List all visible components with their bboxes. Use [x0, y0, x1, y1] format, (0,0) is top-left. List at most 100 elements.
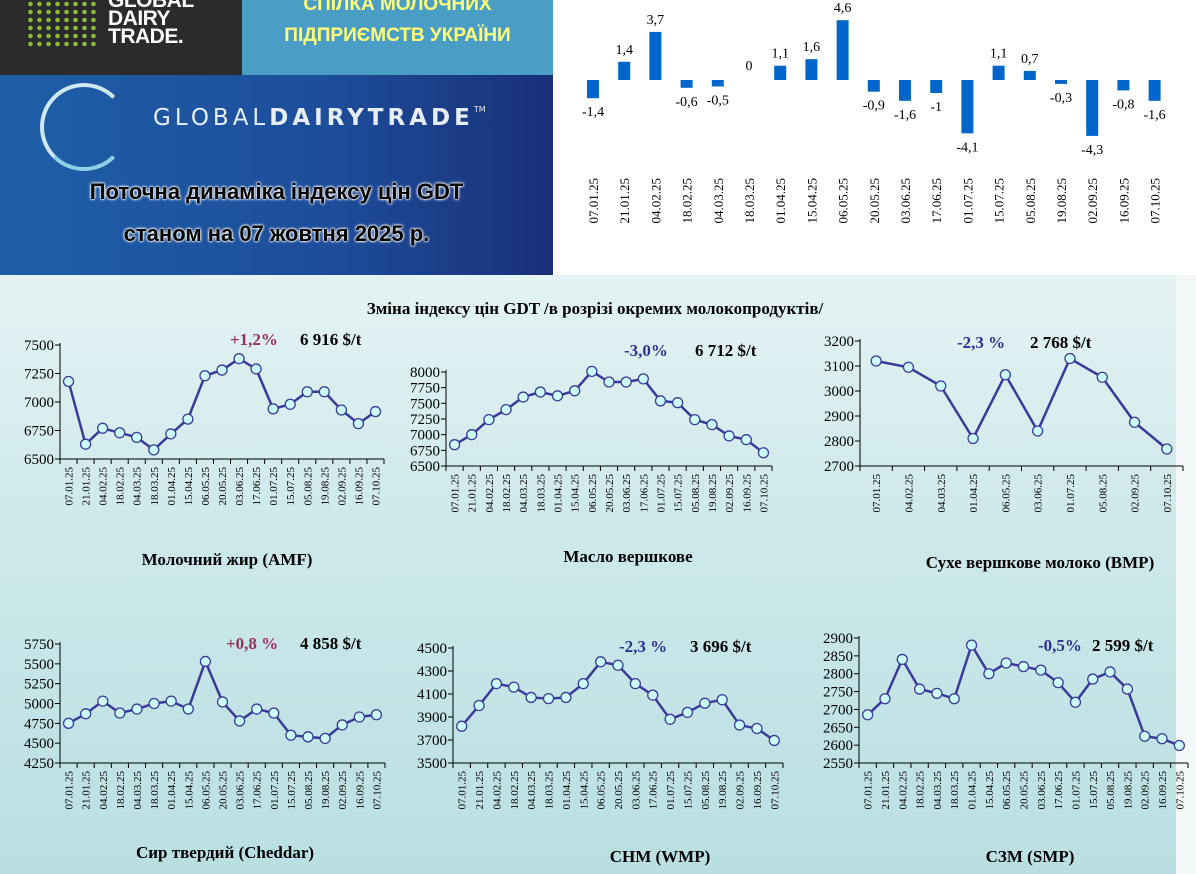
y-tick-label: 6750 [24, 424, 54, 440]
bar [618, 61, 631, 80]
x-tick-label: 04.02.25 [903, 474, 915, 513]
x-tick-label: 19.08.25 [320, 771, 332, 810]
x-tick-label: 15.04.25 [183, 467, 195, 506]
data-point [551, 390, 564, 402]
data-point [490, 678, 503, 690]
x-tick-label: 15.04.25 [570, 474, 582, 513]
data-point [301, 386, 313, 398]
bar-date-label: 01.07.25 [960, 178, 975, 224]
x-tick-label: 07.10.25 [371, 771, 383, 810]
bar [930, 80, 943, 93]
data-point [534, 386, 547, 398]
data-point [689, 413, 701, 426]
x-tick-label: 07.01.25 [457, 771, 469, 810]
data-point [62, 375, 75, 388]
x-tick-label: 16.09.25 [752, 771, 764, 810]
chart-title: СЗМ (SMP) [985, 847, 1075, 866]
data-point [1128, 416, 1141, 428]
bar-date-label: 01.04.25 [773, 178, 788, 224]
data-point [165, 428, 177, 440]
x-tick-label: 04.02.25 [98, 467, 110, 506]
x-tick-label: 02.09.25 [724, 474, 736, 513]
bar-date-label: 07.10.25 [1148, 178, 1163, 224]
y-tick-label: 2650 [823, 720, 853, 736]
x-tick-label: 07.01.25 [871, 474, 883, 513]
x-tick-label: 18.02.25 [115, 467, 127, 506]
bar-value-label: 1,1 [771, 47, 789, 62]
x-tick-label: 16.09.25 [354, 771, 366, 810]
y-tick-label: 4500 [24, 736, 54, 752]
bar-value-label: 1,1 [990, 47, 1008, 62]
x-tick-label: 03.06.25 [1036, 771, 1048, 810]
data-point [1064, 352, 1076, 365]
chart-title: Сухе вершкове молоко (BMP) [925, 553, 1155, 572]
bar-value-label: -0,9 [863, 99, 885, 114]
data-point [182, 413, 194, 425]
x-tick-label: 20.05.25 [217, 467, 229, 506]
bar-value-label: 3,7 [647, 13, 665, 28]
y-tick-label: 4500 [417, 641, 447, 657]
x-tick-label: 01.07.25 [655, 474, 667, 513]
x-tick-label: 05.08.25 [303, 771, 315, 810]
x-tick-label: 21.01.25 [81, 467, 93, 506]
x-tick-label: 15.07.25 [286, 771, 298, 810]
data-point [1139, 730, 1151, 742]
x-tick-label: 04.03.25 [132, 467, 144, 506]
y-tick-label: 8000 [410, 365, 440, 381]
x-tick-label: 18.02.25 [509, 771, 521, 810]
gdt-swirl-icon [40, 83, 128, 171]
x-tick-label: 17.06.25 [638, 474, 650, 513]
x-tick-label: 01.04.25 [967, 771, 979, 810]
data-point [1017, 660, 1030, 673]
series-line [866, 642, 1180, 747]
data-point [1069, 696, 1082, 708]
x-tick-label: 07.01.25 [863, 771, 875, 810]
data-point [500, 403, 512, 416]
logo-light: GLOBAL [153, 105, 270, 131]
data-point [216, 696, 229, 708]
y-tick-label: 6500 [410, 459, 440, 475]
x-tick-label: 17.06.25 [252, 771, 264, 810]
data-point [131, 431, 143, 443]
x-tick-label: 15.07.25 [285, 467, 297, 506]
data-point [560, 691, 572, 704]
bar-value-label: 1,4 [615, 43, 633, 58]
data-point [508, 681, 520, 693]
bar-value-label: -0,6 [676, 95, 698, 110]
change-label: -2,3 % [957, 333, 1006, 352]
data-point [1087, 673, 1099, 685]
y-tick-label: 4100 [417, 687, 447, 703]
x-tick-label: 04.03.25 [526, 771, 538, 810]
bar [711, 80, 724, 87]
x-tick-label: 06.05.25 [596, 771, 608, 810]
gdt-logo-text: GLOBAL DAIRY TRADE. [108, 0, 194, 48]
data-point [319, 732, 331, 745]
x-tick-label: 06.05.25 [587, 474, 599, 513]
bar-date-label: 07.01.25 [586, 178, 601, 224]
y-tick-label: 2900 [823, 631, 853, 647]
bar-value-label: -0,8 [1112, 97, 1134, 112]
banner-line2: станом на 07 жовтня 2025 р. [123, 221, 430, 246]
bar-date-label: 20.05.25 [867, 178, 882, 224]
y-tick-label: 3200 [824, 334, 854, 350]
data-point [199, 655, 212, 668]
price-label: 3 696 $/t [690, 637, 752, 656]
y-tick-label: 2700 [823, 702, 853, 718]
bar-value-label: 0 [746, 59, 753, 74]
x-tick-label: 07.01.25 [64, 771, 76, 810]
y-tick-label: 3500 [417, 756, 447, 772]
x-tick-label: 06.05.25 [1000, 474, 1012, 513]
chart-title: Сир твердий (Cheddar) [135, 843, 315, 862]
data-point [740, 434, 752, 446]
data-point [586, 365, 598, 378]
x-tick-label: 21.01.25 [474, 771, 486, 810]
gdt-logo-small: GLOBAL DAIRY TRADE. [0, 0, 242, 75]
y-tick-label: 4750 [24, 716, 54, 732]
x-tick-label: 01.04.25 [166, 771, 178, 810]
data-point [199, 370, 211, 382]
data-point [594, 656, 607, 668]
y-tick-label: 7500 [24, 338, 54, 354]
y-tick-label: 7000 [410, 428, 440, 444]
bar [899, 80, 911, 101]
y-tick-label: 3900 [417, 710, 447, 726]
